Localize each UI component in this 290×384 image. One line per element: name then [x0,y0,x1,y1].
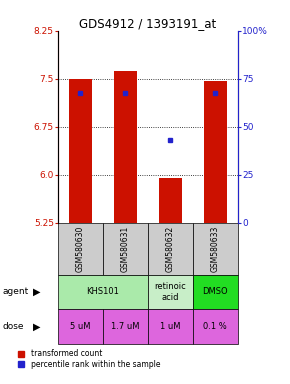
Text: ▶: ▶ [33,321,41,331]
Bar [204,81,226,223]
Bar [114,71,137,223]
Bar [69,79,92,223]
Text: KHS101: KHS101 [86,287,119,296]
Text: dose: dose [3,322,24,331]
Text: retinoic
acid: retinoic acid [155,282,186,301]
Bar [193,275,238,309]
Text: agent: agent [3,287,29,296]
Bar [193,309,238,344]
Bar [58,223,103,275]
Bar [159,178,182,223]
Text: ▶: ▶ [33,287,41,297]
Text: 5 uM: 5 uM [70,322,91,331]
Text: 0.1 %: 0.1 % [204,322,227,331]
Text: 1.7 uM: 1.7 uM [111,322,140,331]
Text: GSM580631: GSM580631 [121,225,130,272]
Bar [58,275,148,309]
Bar [193,223,238,275]
Text: GSM580632: GSM580632 [166,225,175,272]
Bar [148,275,193,309]
Bar [103,309,148,344]
Bar [58,309,103,344]
Bar [103,223,148,275]
Text: GSM580630: GSM580630 [76,225,85,272]
Text: GSM580633: GSM580633 [211,225,220,272]
Bar [148,223,193,275]
Bar [148,309,193,344]
Text: DMSO: DMSO [202,287,228,296]
Text: 1 uM: 1 uM [160,322,181,331]
Legend: transformed count, percentile rank within the sample: transformed count, percentile rank withi… [18,349,160,369]
Title: GDS4912 / 1393191_at: GDS4912 / 1393191_at [79,17,217,30]
